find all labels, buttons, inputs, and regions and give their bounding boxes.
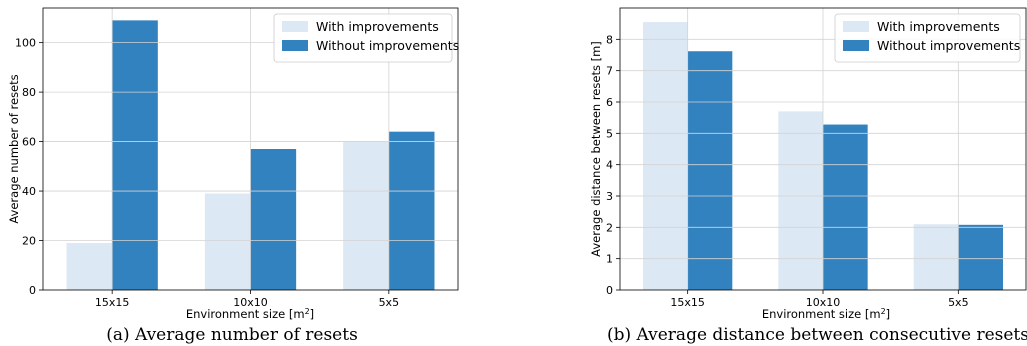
y-tick-label: 3	[606, 190, 613, 203]
y-tick-label: 60	[22, 136, 36, 149]
chart-a-ylabel: Average number of resets	[7, 74, 21, 223]
y-tick-label: 1	[606, 253, 613, 266]
legend-swatch-with	[843, 21, 869, 32]
legend-label-with: With improvements	[877, 19, 1000, 34]
y-tick-label: 7	[606, 65, 613, 78]
y-tick-label: 6	[606, 96, 613, 109]
x-tick-label: 10x10	[233, 296, 268, 309]
x-tick-label: 15x15	[95, 296, 130, 309]
legend-label-without: Without improvements	[316, 38, 459, 53]
bar-10x10-with	[778, 111, 823, 291]
chart-a-bars	[66, 20, 435, 291]
y-tick-label: 80	[22, 86, 36, 99]
chart-b-y-ticks: 0 1 2 3 4 5 6 7 8	[606, 33, 620, 297]
bar-5x5-with	[343, 141, 389, 290]
legend-swatch-without	[843, 40, 869, 51]
chart-a-caption: (a) Average number of resets	[106, 325, 358, 345]
bar-10x10-with	[204, 193, 251, 290]
y-tick-label: 0	[606, 284, 613, 297]
y-tick-label: 0	[29, 284, 36, 297]
chart-a-xlabel-sup: 2	[305, 307, 310, 316]
bar-10x10-without	[823, 124, 868, 290]
chart-a-legend: With improvements Without improvements	[273, 13, 459, 63]
y-tick-label: 20	[22, 235, 36, 248]
x-tick-label: 5x5	[379, 296, 400, 309]
chart-a: 0 20 40 60 80 100 15x15 10x10 5x5 Average numbe…	[7, 7, 459, 345]
bar-15x15-without	[687, 51, 733, 290]
x-tick-label: 10x10	[806, 296, 841, 309]
y-tick-label: 5	[606, 127, 613, 140]
chart-b-xlabel: Environment size [m2]	[762, 307, 890, 322]
legend-label-with: With improvements	[316, 19, 439, 34]
chart-b-legend: With improvements Without improvements	[834, 13, 1021, 63]
chart-b-bars	[643, 22, 1003, 291]
chart-b: 0 1 2 3 4 5 6 7 8 15x15 10x10 5x5 Average distance…	[589, 7, 1027, 345]
legend-box	[834, 13, 1021, 63]
bar-5x5-with	[913, 224, 959, 290]
bar-10x10-without	[250, 149, 297, 290]
chart-b-ylabel: Average distance between resets [m]	[589, 41, 603, 257]
y-tick-label: 2	[606, 221, 613, 234]
chart-b-caption: (b) Average distance between consecutive…	[607, 325, 1027, 345]
bar-15x15-with	[66, 243, 113, 290]
chart-a-x-ticks: 15x15 10x10 5x5	[95, 290, 399, 309]
x-tick-label: 5x5	[948, 296, 969, 309]
bar-5x5-without	[388, 131, 435, 290]
bar-5x5-without	[958, 224, 1003, 290]
bar-15x15-with	[643, 22, 688, 290]
y-tick-label: 4	[606, 159, 613, 172]
y-tick-label: 40	[22, 185, 36, 198]
chart-b-xlabel-sup: 2	[881, 307, 886, 316]
chart-a-xlabel: Environment size [m2]	[186, 307, 314, 322]
bar-15x15-without	[112, 20, 158, 291]
y-tick-label: 100	[15, 37, 36, 50]
chart-b-x-ticks: 15x15 10x10 5x5	[670, 290, 969, 309]
legend-swatch-with	[282, 21, 308, 32]
legend-label-without: Without improvements	[877, 38, 1020, 53]
y-tick-label: 8	[606, 33, 613, 46]
legend-swatch-without	[282, 40, 308, 51]
legend-box	[273, 13, 453, 63]
chart-a-y-ticks: 0 20 40 60 80 100	[15, 37, 43, 297]
x-tick-label: 15x15	[670, 296, 705, 309]
